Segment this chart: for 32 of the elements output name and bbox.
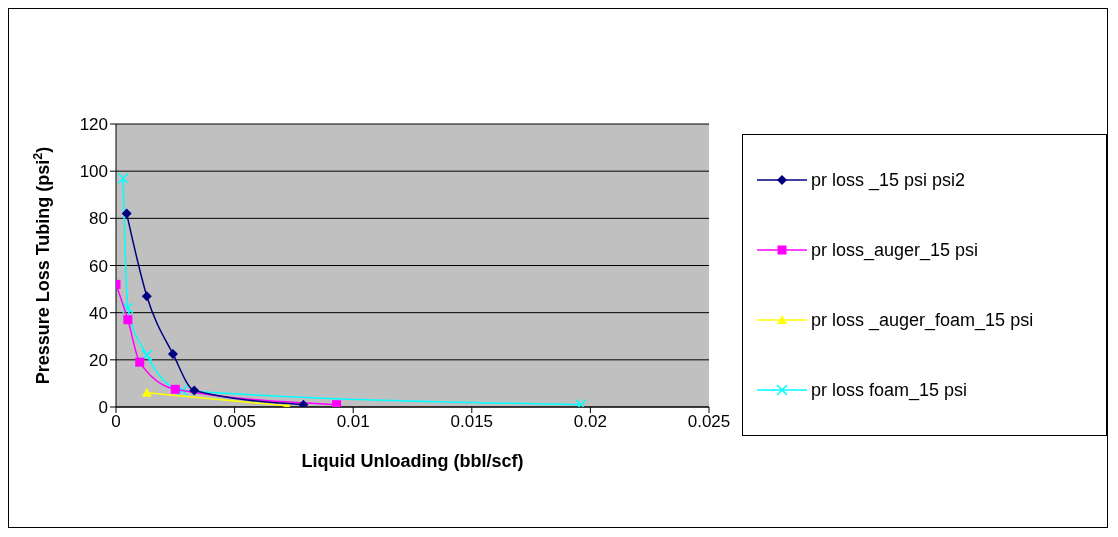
legend-label: pr loss foam_15 psi bbox=[811, 379, 968, 401]
x-tick-label: 0 bbox=[111, 412, 121, 432]
point bbox=[170, 384, 180, 394]
x-tick-label: 0.01 bbox=[336, 412, 370, 432]
legend-label: pr loss _15 psi psi2 bbox=[811, 169, 966, 191]
point bbox=[122, 302, 134, 314]
point bbox=[135, 357, 145, 367]
point bbox=[167, 348, 178, 359]
legend-label: pr loss_auger_15 psi bbox=[811, 239, 979, 261]
point bbox=[332, 400, 342, 407]
x-tick-label: 0.025 bbox=[687, 412, 731, 432]
x-tick-label: 0.015 bbox=[450, 412, 494, 432]
point bbox=[298, 399, 309, 407]
y-tick-label: 20 bbox=[89, 350, 108, 370]
point bbox=[141, 349, 153, 361]
point bbox=[117, 172, 129, 184]
y-tick-label: 60 bbox=[89, 256, 108, 276]
point bbox=[189, 385, 200, 396]
point bbox=[121, 208, 132, 219]
x-axis-title: Liquid Unloading (bbl/scf) bbox=[301, 451, 524, 471]
y-tick-label: 100 bbox=[79, 162, 108, 182]
y-tick-label: 40 bbox=[89, 303, 108, 323]
x-tick-label: 0.005 bbox=[213, 412, 256, 432]
point bbox=[123, 315, 133, 325]
x-tick-label: 0.02 bbox=[573, 412, 607, 432]
legend-label: pr loss _auger_foam_15 psi bbox=[811, 309, 1034, 331]
point bbox=[575, 398, 587, 407]
y-tick-label: 0 bbox=[98, 398, 108, 418]
y-tick-label: 120 bbox=[79, 115, 108, 135]
point bbox=[176, 384, 189, 397]
y-tick-label: 80 bbox=[89, 209, 108, 229]
point bbox=[141, 291, 152, 302]
